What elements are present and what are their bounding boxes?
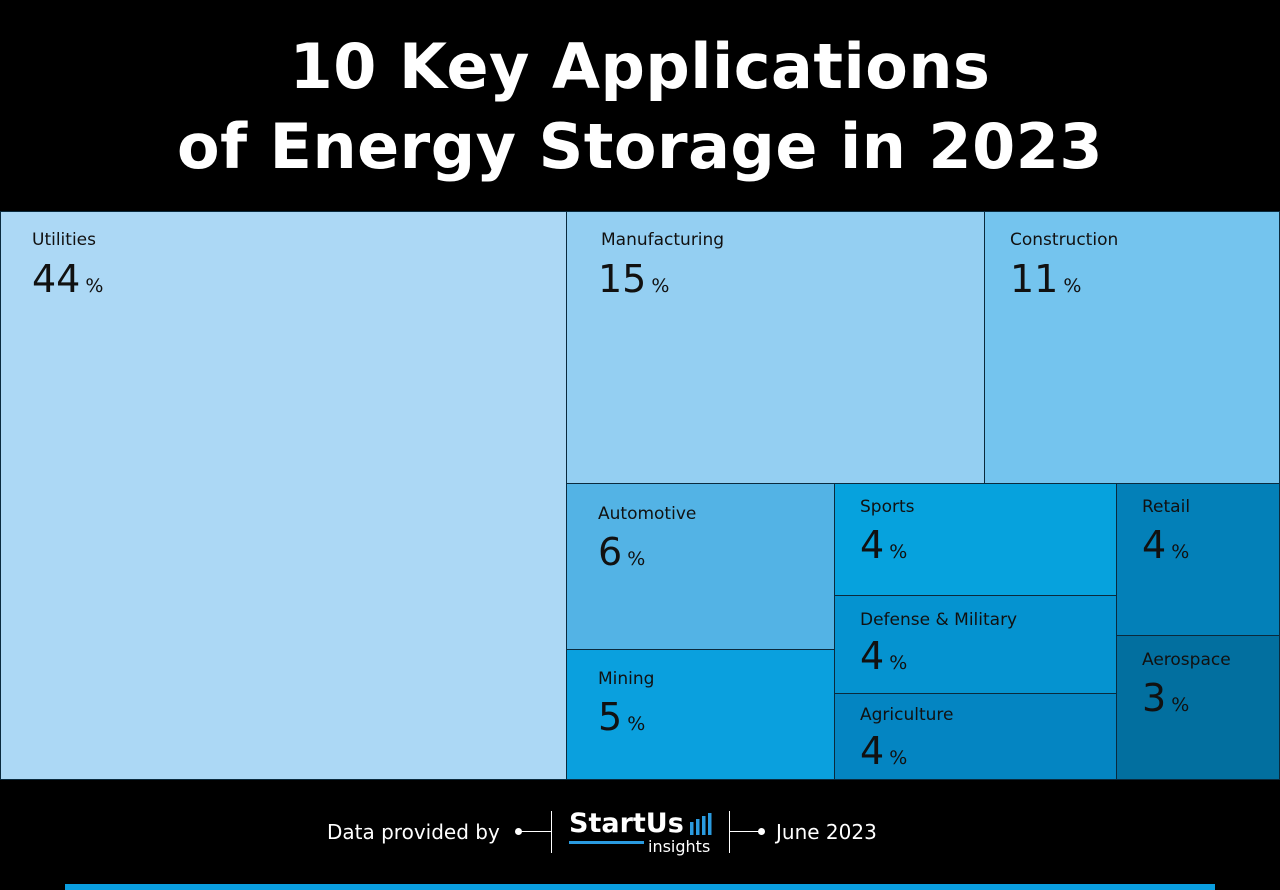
bar-chart-logo-icon: [690, 813, 712, 835]
tile-retail: Retail 4%: [1116, 483, 1280, 636]
footer: Data provided by StartUs insights June 2…: [0, 780, 1280, 890]
tile-value: 4%: [1142, 523, 1189, 567]
tile-value-unit: %: [627, 713, 646, 735]
tile-label: Construction: [1010, 230, 1119, 250]
tile-value-unit: %: [889, 747, 908, 769]
tile-label: Retail: [1142, 497, 1191, 517]
tile-value: 4%: [860, 523, 907, 567]
tile-label: Defense & Military: [860, 610, 1018, 630]
tile-value: 5%: [598, 695, 645, 739]
tile-value-unit: %: [889, 541, 908, 563]
tile-value-number: 3: [1142, 676, 1167, 720]
tile-value: 4%: [860, 634, 907, 678]
treemap: Utilities 44% Manufacturing 15% Construc…: [0, 211, 1280, 780]
tile-value-unit: %: [651, 275, 670, 297]
tile-value: 15%: [598, 257, 669, 301]
tile-label: Aerospace: [1142, 650, 1231, 670]
tile-value: 11%: [1010, 257, 1081, 301]
connector-line-right: [730, 831, 761, 832]
tile-mining: Mining 5%: [566, 649, 835, 780]
tile-label: Mining: [598, 669, 655, 689]
tile-label: Sports: [860, 497, 915, 517]
tile-value: 6%: [598, 530, 645, 574]
tile-automotive: Automotive 6%: [566, 483, 835, 650]
tile-sports: Sports 4%: [834, 483, 1117, 596]
tile-value-number: 44: [32, 257, 81, 301]
report-date: June 2023: [776, 820, 877, 844]
tile-value-number: 11: [1010, 257, 1059, 301]
header: 10 Key Applications of Energy Storage in…: [0, 0, 1280, 210]
tile-value-unit: %: [889, 652, 908, 674]
divider-right: [729, 811, 730, 853]
startus-logo-subtext: insights: [648, 837, 711, 856]
tile-value-number: 5: [598, 695, 623, 739]
connector-line-left: [518, 831, 551, 832]
tile-value-number: 4: [860, 729, 885, 773]
tile-value-number: 4: [860, 523, 885, 567]
tile-defense-military: Defense & Military 4%: [834, 595, 1117, 694]
tile-utilities: Utilities 44%: [0, 211, 567, 780]
tile-value-number: 4: [1142, 523, 1167, 567]
tile-value-unit: %: [1063, 275, 1082, 297]
connector-dot-right: [758, 828, 765, 835]
tile-construction: Construction 11%: [984, 211, 1280, 484]
tile-aerospace: Aerospace 3%: [1116, 635, 1280, 780]
accent-bar: [65, 884, 1215, 890]
tile-manufacturing: Manufacturing 15%: [566, 211, 985, 484]
tile-value-unit: %: [627, 548, 646, 570]
logo-underline: [569, 841, 644, 844]
tile-value: 4%: [860, 729, 907, 773]
tile-value-unit: %: [1171, 694, 1190, 716]
tile-label: Agriculture: [860, 705, 954, 725]
data-provided-label: Data provided by: [327, 820, 500, 844]
tile-value: 44%: [32, 257, 103, 301]
tile-label: Automotive: [598, 504, 697, 524]
tile-agriculture: Agriculture 4%: [834, 693, 1117, 780]
chart-title-line-1: 10 Key Applications: [289, 30, 991, 103]
tile-label: Utilities: [32, 230, 96, 250]
tile-value-unit: %: [85, 275, 104, 297]
tile-value-number: 15: [598, 257, 647, 301]
startus-logo-text: StartUs: [569, 808, 684, 839]
tile-value-unit: %: [1171, 541, 1190, 563]
tile-value-number: 4: [860, 634, 885, 678]
tile-value: 3%: [1142, 676, 1189, 720]
chart-title-line-2: of Energy Storage in 2023: [176, 110, 1103, 183]
tile-label: Manufacturing: [601, 230, 725, 250]
divider-left: [551, 811, 552, 853]
tile-value-number: 6: [598, 530, 623, 574]
